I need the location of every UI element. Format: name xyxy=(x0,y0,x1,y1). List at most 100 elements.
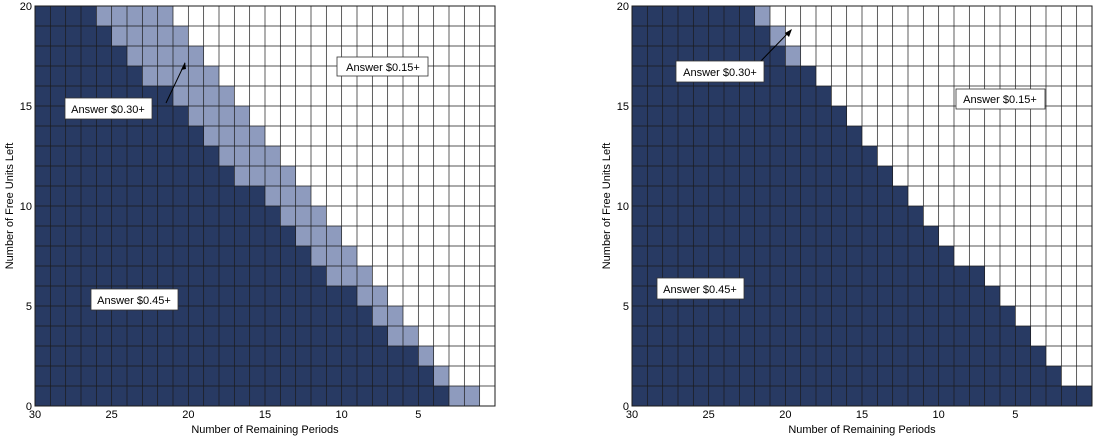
heatmap-cells xyxy=(35,6,480,406)
heatmap-cell-dark xyxy=(800,226,816,246)
heatmap-cell-dark xyxy=(81,226,97,246)
heatmap-cell-dark xyxy=(984,386,1000,406)
heatmap-cell-dark xyxy=(770,206,786,226)
heatmap-cell-dark xyxy=(188,366,204,386)
heatmap-cell-dark xyxy=(724,206,740,226)
heatmap-cell-dark xyxy=(1000,366,1016,386)
heatmap-cell-dark xyxy=(35,346,51,366)
heatmap-cell-dark xyxy=(831,386,847,406)
heatmap-cell-dark xyxy=(295,326,311,346)
heatmap-cell-dark xyxy=(357,386,373,406)
heatmap-cell-dark xyxy=(693,146,709,166)
heatmap-cell-dark xyxy=(65,206,81,226)
heatmap-cell-dark xyxy=(785,126,801,146)
heatmap-cell-dark xyxy=(234,186,250,206)
heatmap-cell-dark xyxy=(785,366,801,386)
heatmap-cell-dark xyxy=(693,386,709,406)
heatmap-cell-light xyxy=(433,366,449,386)
heatmap-cell-light xyxy=(157,46,173,66)
heatmap-cell-dark xyxy=(81,266,97,286)
heatmap-cell-dark xyxy=(96,186,112,206)
annotation-arrowhead xyxy=(785,29,792,37)
heatmap-cell-dark xyxy=(173,246,189,266)
heatmap-cell-dark xyxy=(800,86,816,106)
heatmap-cell-dark xyxy=(816,346,832,366)
heatmap-cell-dark xyxy=(785,286,801,306)
heatmap-cell-light xyxy=(785,46,801,66)
heatmap-cell-dark xyxy=(111,146,127,166)
heatmap-cell-dark xyxy=(632,146,648,166)
heatmap-cell-dark xyxy=(969,366,985,386)
heatmap-cell-dark xyxy=(739,306,755,326)
heatmap-cell-dark xyxy=(831,226,847,246)
heatmap-cell-dark xyxy=(647,166,663,186)
heatmap-cell-dark xyxy=(693,346,709,366)
heatmap-cell-dark xyxy=(632,286,648,306)
heatmap-cell-dark xyxy=(111,346,127,366)
heatmap-cell-dark xyxy=(678,106,694,126)
heatmap-cell-dark xyxy=(234,366,250,386)
heatmap-cell-dark xyxy=(724,186,740,206)
y-axis-label: Number of Free Units Left xyxy=(601,143,613,270)
heatmap-cell-dark xyxy=(219,166,235,186)
heatmap-cell-dark xyxy=(662,206,678,226)
heatmap-cell-light xyxy=(142,46,158,66)
heatmap-cell-light xyxy=(142,6,158,26)
heatmap-cell-dark xyxy=(892,206,908,226)
heatmap-cell-dark xyxy=(1046,386,1062,406)
heatmap-cell-light xyxy=(142,66,158,86)
heatmap-cell-light xyxy=(111,6,127,26)
heatmap-cell-dark xyxy=(173,226,189,246)
heatmap-cell-dark xyxy=(127,186,143,206)
heatmap-cell-dark xyxy=(862,306,878,326)
heatmap-cell-dark xyxy=(50,6,66,26)
heatmap-cell-dark xyxy=(81,26,97,46)
heatmap-cell-dark xyxy=(111,46,127,66)
chart-left: 30 25 20 15 10 5 0 5 10 15 20 Number of Remaining… xyxy=(4,1,496,436)
heatmap-cell-dark xyxy=(142,226,158,246)
heatmap-cell-dark xyxy=(662,46,678,66)
heatmap-cell-dark xyxy=(35,186,51,206)
y-tick-labels: 0 5 10 15 20 xyxy=(617,1,629,413)
heatmap-cell-light xyxy=(403,326,419,346)
region-label-030-text: Answer $0.30+ xyxy=(71,104,145,116)
heatmap-cell-dark xyxy=(662,386,678,406)
heatmap-cell-dark xyxy=(647,86,663,106)
heatmap-cell-dark xyxy=(35,86,51,106)
heatmap-cell-dark xyxy=(693,106,709,126)
heatmap-cell-dark xyxy=(81,326,97,346)
heatmap-cell-dark xyxy=(50,166,66,186)
heatmap-cell-dark xyxy=(831,286,847,306)
heatmap-cell-dark xyxy=(173,146,189,166)
heatmap-cell-dark xyxy=(188,186,204,206)
heatmap-cell-dark xyxy=(418,366,434,386)
heatmap-cell-dark xyxy=(387,346,403,366)
x-tick-labels: 30 25 20 15 10 5 xyxy=(29,409,422,421)
heatmap-cell-dark xyxy=(800,66,816,86)
heatmap-cell-dark xyxy=(678,126,694,146)
heatmap-cell-light xyxy=(265,186,281,206)
heatmap-cell-dark xyxy=(831,206,847,226)
heatmap-cell-dark xyxy=(846,386,862,406)
heatmap-cell-dark xyxy=(632,266,648,286)
heatmap-cell-dark xyxy=(157,366,173,386)
heatmap-cell-dark xyxy=(678,146,694,166)
heatmap-cell-dark xyxy=(892,286,908,306)
heatmap-cell-dark xyxy=(708,126,724,146)
heatmap-cell-light xyxy=(295,186,311,206)
heatmap-cell-dark xyxy=(739,126,755,146)
heatmap-cell-dark xyxy=(418,386,434,406)
heatmap-cell-dark xyxy=(157,206,173,226)
heatmap-cell-dark xyxy=(693,326,709,346)
heatmap-cell-dark xyxy=(862,226,878,246)
x-tick-label: 10 xyxy=(336,409,348,421)
heatmap-cell-dark xyxy=(969,306,985,326)
heatmap-cell-dark xyxy=(877,366,893,386)
x-tick-label: 30 xyxy=(29,409,41,421)
heatmap-cell-dark xyxy=(219,226,235,246)
heatmap-cell-dark xyxy=(111,386,127,406)
heatmap-cell-dark xyxy=(846,346,862,366)
heatmap-cell-light xyxy=(219,126,235,146)
heatmap-cell-dark xyxy=(785,66,801,86)
heatmap-cell-dark xyxy=(984,306,1000,326)
